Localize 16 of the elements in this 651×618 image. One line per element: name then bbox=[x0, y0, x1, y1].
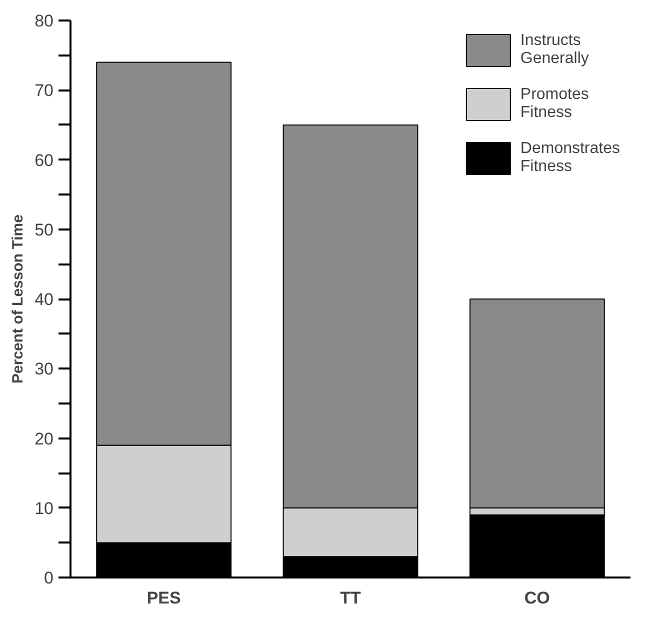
y-tick-label: 50 bbox=[34, 220, 54, 240]
x-tick-label: TT bbox=[340, 588, 362, 608]
legend-label: Promotes Fitness bbox=[520, 85, 589, 123]
y-tick-label: 0 bbox=[44, 568, 54, 588]
y-tick-label: 10 bbox=[34, 498, 54, 518]
y-tick-label: 30 bbox=[34, 360, 54, 379]
x-tick-label: CO bbox=[524, 588, 550, 608]
legend-label: Demonstrates Fitness bbox=[520, 139, 620, 177]
y-tick-label: 20 bbox=[34, 429, 54, 448]
x-tick-label: PES bbox=[146, 588, 181, 608]
y-tick-label: 70 bbox=[34, 81, 54, 100]
y-tick-label: 60 bbox=[34, 150, 54, 170]
y-tick-label: 40 bbox=[34, 290, 54, 309]
legend-label: Instructs Generally bbox=[520, 31, 589, 69]
y-axis-title: Percent of Lesson Time bbox=[10, 214, 27, 384]
y-tick-label: 80 bbox=[34, 12, 54, 30]
